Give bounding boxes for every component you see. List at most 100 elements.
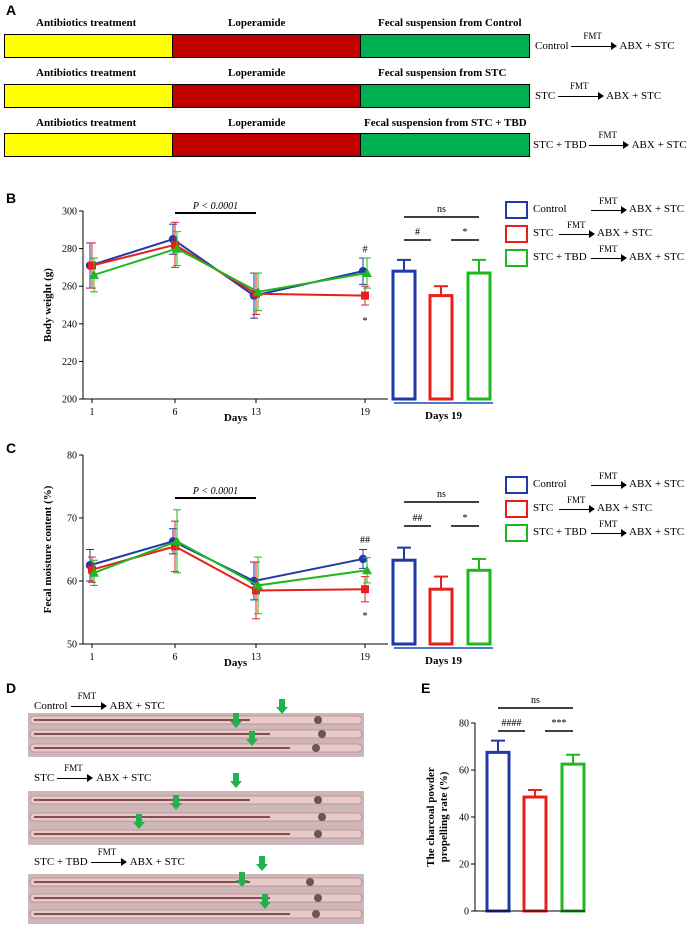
fmt-label: FMT bbox=[598, 130, 617, 141]
caption-fmt-arrow: FMT bbox=[90, 847, 127, 867]
row1-equation: Control FMT ABX + STC bbox=[535, 31, 675, 52]
x-tick-label: 13 bbox=[251, 407, 261, 418]
series-stc-tbd bbox=[89, 509, 372, 615]
eq-right: ABX + STC bbox=[606, 90, 662, 102]
legend-right: ABX + STC bbox=[597, 502, 653, 514]
series-line bbox=[93, 540, 368, 587]
legend-right: ABX + STC bbox=[629, 251, 685, 263]
x-tick-label: 6 bbox=[173, 407, 178, 418]
legend-fmt-label: FMT bbox=[599, 471, 618, 481]
y-axis-label: Body weight (g) bbox=[42, 268, 54, 342]
x-tick-label: 6 bbox=[173, 652, 178, 663]
y-tick-label: 260 bbox=[62, 282, 77, 293]
legend-right: ABX + STC bbox=[629, 526, 685, 538]
segment-fecal bbox=[361, 85, 529, 107]
y-tick-label: 80 bbox=[459, 719, 469, 730]
caption-fmt-arrow: FMT bbox=[70, 691, 107, 711]
sig-label-top: ns bbox=[531, 695, 540, 706]
legend-fmt-label: FMT bbox=[567, 495, 586, 505]
fmt-label: FMT bbox=[583, 31, 602, 42]
caption-fmt-arrow: FMT bbox=[57, 763, 94, 783]
sig-label-left: # bbox=[415, 227, 420, 238]
green-arrow-icon bbox=[170, 795, 182, 810]
panel-d-caption-stc-tbd: STC + TBD FMT ABX + STC bbox=[34, 847, 185, 868]
fmt-label: FMT bbox=[569, 81, 589, 92]
x-tick-label: 19 bbox=[360, 407, 370, 418]
x-tick-label: 13 bbox=[251, 652, 261, 663]
x-tick-label: 1 bbox=[90, 652, 95, 663]
legend-fmt-arrow: FMT bbox=[591, 519, 627, 538]
caption-right: ABX + STC bbox=[129, 856, 185, 868]
y-tick-label: 20 bbox=[459, 860, 469, 871]
timeline-bar-stc bbox=[4, 84, 530, 108]
fmt-arrow: FMT bbox=[589, 130, 630, 150]
legend-right: ABX + STC bbox=[629, 478, 685, 490]
y-tick-label: 50 bbox=[67, 640, 77, 651]
significance-mark: ## bbox=[360, 535, 370, 546]
legend-fmt-label: FMT bbox=[599, 196, 618, 206]
fmt-arrow: FMT bbox=[557, 81, 604, 101]
green-arrow-icon bbox=[230, 713, 242, 728]
fecal-pellet bbox=[314, 716, 322, 724]
x-tick-label: 1 bbox=[90, 407, 95, 418]
segment-fecal bbox=[361, 35, 529, 57]
caption-right: ABX + STC bbox=[96, 772, 152, 784]
panel-d-caption-stc: STC FMT ABX + STC bbox=[34, 763, 152, 784]
bar-chart-b: ns # * Days 19 bbox=[391, 204, 493, 422]
legend-fmt-arrow: FMT bbox=[591, 244, 627, 263]
y-tick-label: 70 bbox=[67, 514, 77, 525]
data-point bbox=[361, 585, 369, 594]
significance-mark: # bbox=[363, 244, 368, 255]
y-axis-label: Fecal moisture content (%) bbox=[42, 485, 54, 613]
legend-swatch bbox=[505, 201, 528, 219]
fecal-pellet bbox=[314, 796, 322, 804]
sig-label-right: *** bbox=[552, 718, 567, 729]
caption-left: Control bbox=[34, 700, 68, 712]
row3-equation: STC + TBD FMT ABX + STC bbox=[533, 130, 687, 151]
sig-label-right: * bbox=[463, 227, 468, 238]
legend-swatch bbox=[505, 249, 528, 267]
y-axis-label: The charcoal powderpropelling rate (%) bbox=[425, 767, 450, 867]
panel-d-letter: D bbox=[6, 680, 17, 696]
caption-fmt-label: FMT bbox=[97, 847, 117, 858]
bar-chart-e: ns #### *** 0 20 40 60 80 The charcoal powderpro… bbox=[425, 695, 586, 918]
y-tick-label: 0 bbox=[464, 907, 469, 918]
fecal-pellet bbox=[318, 813, 326, 821]
legend-swatch bbox=[505, 476, 528, 494]
fecal-pellet bbox=[314, 830, 322, 838]
y-tick-label: 300 bbox=[62, 207, 77, 218]
fmt-arrow: FMT bbox=[571, 31, 618, 51]
data-point bbox=[172, 243, 182, 253]
x-axis-label: Days bbox=[224, 657, 248, 669]
caption-right: ABX + STC bbox=[109, 700, 165, 712]
y-axis-label-line2: propelling rate (%) bbox=[438, 771, 450, 862]
legend-fmt-arrow: FMT bbox=[559, 220, 595, 239]
data-point bbox=[88, 565, 96, 574]
legend-right: ABX + STC bbox=[629, 203, 685, 215]
y-tick-label: 280 bbox=[62, 244, 77, 255]
eq-left: Control bbox=[535, 40, 569, 52]
row2-label-antibiotics: Antibiotics treatment bbox=[36, 67, 137, 79]
green-arrow-icon bbox=[246, 731, 258, 746]
segment-antibiotics bbox=[5, 85, 173, 107]
data-point bbox=[89, 269, 99, 279]
y-tick-label: 60 bbox=[459, 766, 469, 777]
legend-fmt-arrow: FMT bbox=[559, 495, 595, 514]
fecal-pellet bbox=[306, 878, 314, 886]
x-tick-label: 19 bbox=[360, 652, 370, 663]
series-stc-tbd bbox=[89, 231, 372, 312]
sig-label-top: ns bbox=[437, 489, 446, 500]
legend-left: Control bbox=[533, 203, 567, 215]
row3-label-antibiotics: Antibiotics treatment bbox=[36, 117, 137, 129]
panel-c-letter: C bbox=[6, 440, 17, 456]
p-value-label: P < 0.0001 bbox=[192, 201, 238, 212]
data-point bbox=[171, 542, 179, 551]
y-axis-label-line1: The charcoal powder bbox=[425, 767, 437, 867]
x-axis-label: Days 19 bbox=[425, 655, 462, 667]
y-tick-label: 220 bbox=[62, 357, 77, 368]
eq-left: STC bbox=[535, 90, 556, 102]
caption-fmt-label: FMT bbox=[77, 691, 97, 702]
fecal-pellet bbox=[314, 894, 322, 902]
row1-label-loperamide: Loperamide bbox=[228, 17, 286, 29]
